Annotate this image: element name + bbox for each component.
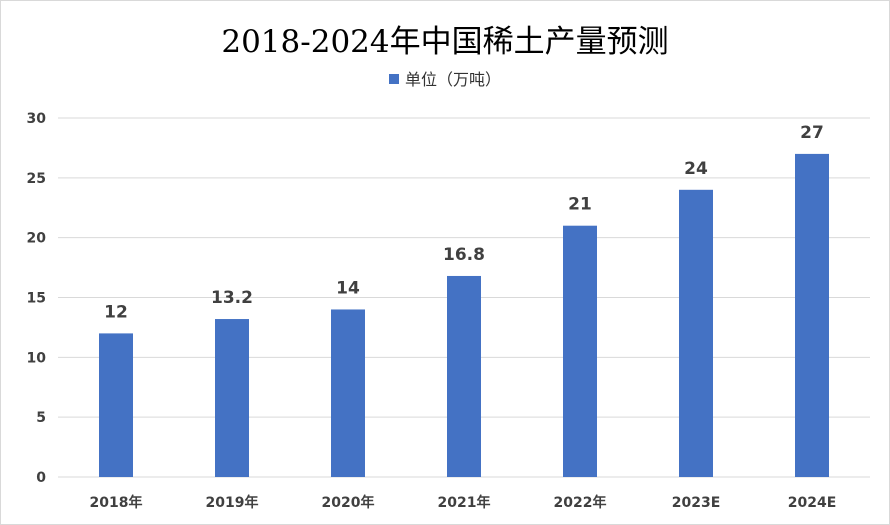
y-tick-label: 0: [36, 470, 46, 486]
y-tick-label: 25: [27, 171, 46, 187]
bars: [99, 153, 829, 478]
y-tick-label: 15: [27, 291, 46, 307]
data-label: 24: [684, 159, 708, 179]
legend-swatch: [388, 74, 399, 84]
x-tick-label: 2018年: [90, 494, 143, 511]
x-tick-label: 2024E: [788, 495, 837, 511]
bar: [447, 275, 481, 477]
data-label: 16.8: [443, 245, 485, 265]
data-label: 12: [104, 302, 128, 322]
x-tick-label: 2022年: [554, 494, 607, 511]
data-label: 27: [800, 123, 824, 143]
bar: [99, 333, 133, 477]
y-tick-label: 5: [36, 410, 46, 426]
x-tick-label: 2021年: [438, 494, 491, 511]
bar: [563, 225, 597, 477]
data-label: 14: [336, 278, 360, 298]
bar: [679, 189, 713, 478]
y-tick-label: 30: [27, 111, 47, 127]
y-axis: 0 5 10 15 20 25 30: [27, 111, 47, 486]
y-tick-label: 10: [27, 350, 47, 366]
bar: [795, 153, 829, 477]
data-labels: 12 13.2 14 16.8 21 24 27: [104, 123, 824, 323]
legend-label: 单位（万吨）: [404, 70, 501, 89]
bar: [215, 319, 249, 477]
data-label: 21: [568, 195, 592, 215]
y-tick-label: 20: [27, 231, 47, 247]
x-tick-label: 2019年: [206, 494, 259, 511]
x-tick-label: 2023E: [672, 495, 721, 511]
x-tick-label: 2020年: [322, 494, 375, 511]
chart-title: 2018-2024年中国稀土产量预测: [221, 24, 669, 60]
legend: 单位（万吨）: [0, 66, 890, 90]
bar: [331, 309, 365, 477]
x-axis: 2018年 2019年 2020年 2021年 2022年 2023E 2024E: [90, 494, 837, 511]
data-label: 13.2: [211, 288, 253, 308]
